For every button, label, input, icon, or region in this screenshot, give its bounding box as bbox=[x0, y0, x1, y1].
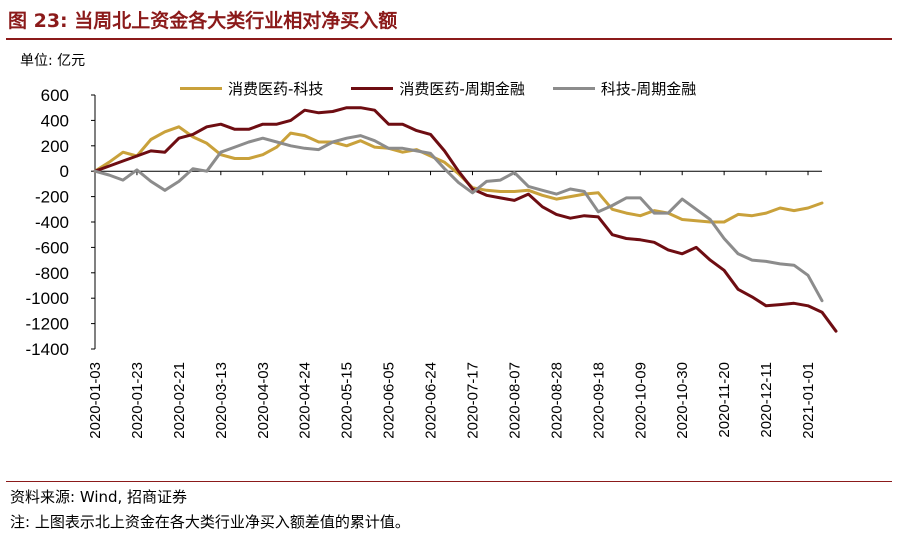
x-tick-label: 2020-06-24 bbox=[423, 362, 440, 439]
chart-title: 图 23: 当周北上资金各大类行业相对净买入额 bbox=[8, 10, 398, 32]
y-tick-label: 400 bbox=[41, 111, 69, 130]
x-tick-label: 2020-01-03 bbox=[87, 362, 104, 439]
legend-label-series-3: 科技-周期金融 bbox=[600, 79, 697, 98]
y-tick-label: -1400 bbox=[26, 340, 69, 359]
y-tick-label: -1000 bbox=[26, 289, 69, 308]
x-tick-label: 2020-08-28 bbox=[548, 362, 565, 439]
legend-swatch-series-1 bbox=[180, 86, 222, 90]
x-tick-label: 2020-04-03 bbox=[255, 362, 272, 439]
x-tick-label: 2021-01-01 bbox=[800, 362, 817, 439]
y-tick-label: -800 bbox=[35, 264, 69, 283]
y-tick-label: 600 bbox=[41, 86, 69, 105]
x-tick-label: 2020-11-20 bbox=[716, 362, 733, 438]
series-line-2 bbox=[93, 106, 838, 333]
x-tick-label: 2020-10-09 bbox=[632, 362, 649, 439]
footnote: 注: 上图表示北上资金在各大类行业净买入额差值的累计值。 bbox=[10, 513, 410, 531]
x-tick-label: 2020-04-24 bbox=[297, 362, 314, 439]
line-chart: 600 400 200 0 -200 -400 -600 -800 -1000 -1200 -140… bbox=[26, 86, 838, 439]
legend-swatch-series-2 bbox=[351, 86, 394, 90]
chart-legend: 消费医药-科技 消费医药-周期金融 科技-周期金融 bbox=[180, 76, 724, 100]
y-tick-label: 200 bbox=[41, 137, 69, 156]
x-tick-label: 2020-09-18 bbox=[590, 362, 607, 439]
x-tick-label: 2020-01-23 bbox=[129, 362, 146, 439]
y-tick-label: -200 bbox=[35, 188, 69, 207]
footer-divider bbox=[6, 481, 892, 482]
legend-item-series-2: 消费医药-周期金融 bbox=[351, 78, 525, 99]
source-note: 资料来源: Wind, 招商证券 bbox=[10, 488, 188, 506]
y-tick-label: 0 bbox=[60, 162, 69, 181]
x-tick-label: 2020-05-15 bbox=[339, 362, 356, 439]
unit-label: 单位: 亿元 bbox=[20, 53, 86, 69]
x-tick-label: 2020-03-13 bbox=[213, 362, 230, 439]
legend-label-series-1: 消费医药-科技 bbox=[228, 79, 324, 98]
y-tick-label: -1200 bbox=[26, 315, 69, 334]
legend-item-series-3: 科技-周期金融 bbox=[552, 78, 697, 99]
legend-swatch-series-3 bbox=[552, 86, 595, 90]
x-tick-label: 2020-10-30 bbox=[674, 362, 691, 439]
y-tick-label: -400 bbox=[35, 213, 69, 232]
legend-item-series-1: 消费医药-科技 bbox=[180, 78, 323, 99]
x-tick-label: 2020-12-11 bbox=[758, 362, 775, 438]
series-line-1 bbox=[93, 125, 824, 224]
x-tick-label: 2020-08-07 bbox=[506, 362, 523, 439]
x-tick-label: 2020-02-21 bbox=[171, 362, 188, 439]
x-tick-label: 2020-06-05 bbox=[381, 362, 398, 439]
x-tick-label: 2020-07-17 bbox=[464, 362, 481, 439]
series-line-3 bbox=[93, 134, 824, 303]
legend-label-series-2: 消费医药-周期金融 bbox=[399, 79, 525, 98]
y-tick-label: -600 bbox=[35, 238, 69, 257]
title-divider bbox=[6, 38, 892, 40]
